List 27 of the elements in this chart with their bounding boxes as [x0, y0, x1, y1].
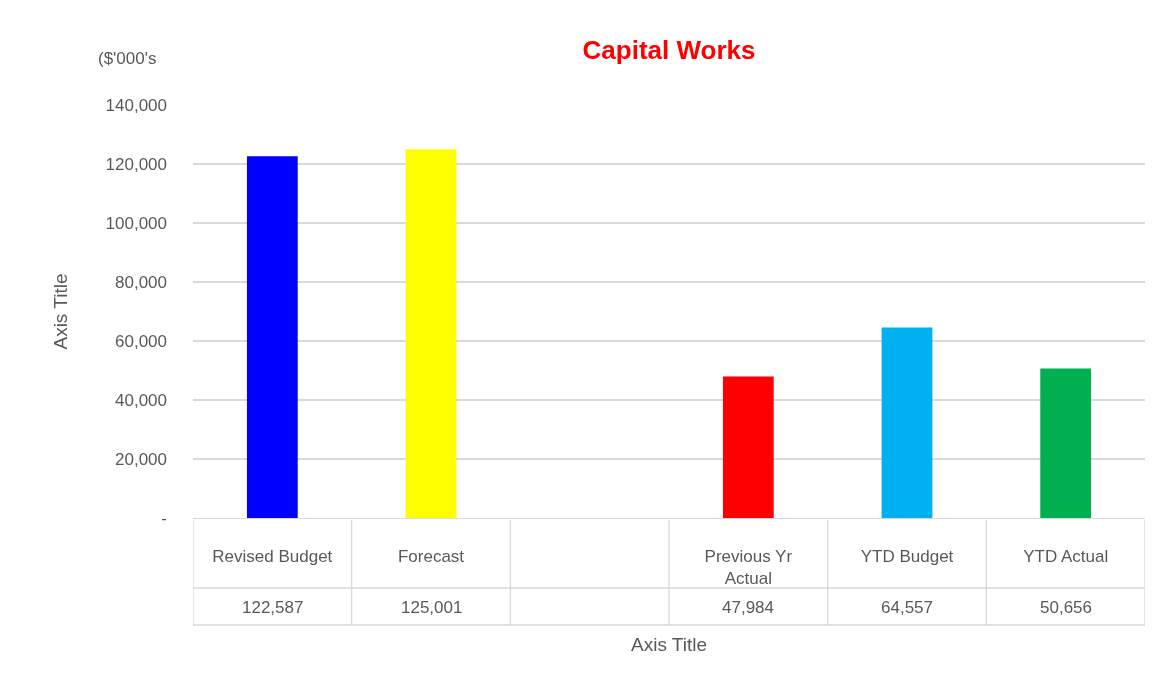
bar [722, 376, 774, 518]
chart-title: Capital Works [582, 35, 756, 66]
y-tick-label: 100,000 [105, 213, 167, 233]
y-tick-label: 80,000 [115, 272, 167, 292]
x-tick-label: Forecast [397, 546, 465, 566]
y-tick-label: 20,000 [115, 449, 167, 469]
bar [246, 156, 298, 518]
x-tick-label: YTD Actual [1023, 546, 1109, 566]
y-tick-label: 60,000 [115, 331, 167, 351]
y-tick-label: 40,000 [115, 390, 167, 410]
data-label: 50,656 [1040, 598, 1092, 617]
x-tick-label: YTD Budget [860, 546, 954, 566]
x-tick-label: Revised Budget [212, 546, 333, 566]
text: ($'000's [98, 49, 157, 68]
data-label: 122,587 [242, 598, 304, 617]
bar [881, 327, 933, 518]
y-tick-label: 140,000 [105, 95, 167, 115]
y-axis-title: Axis Title [50, 273, 72, 350]
data-label: 47,984 [722, 598, 774, 617]
y-tick-label: - [161, 508, 167, 528]
bar [405, 149, 457, 518]
y-tick-label: 120,000 [105, 154, 167, 174]
data-label: 64,557 [881, 598, 933, 617]
bar [1040, 368, 1092, 518]
data-label: 125,001 [401, 598, 463, 617]
x-tick-label: Previous Yr Actual [704, 546, 793, 588]
x-axis-title: Axis Title [630, 634, 708, 656]
